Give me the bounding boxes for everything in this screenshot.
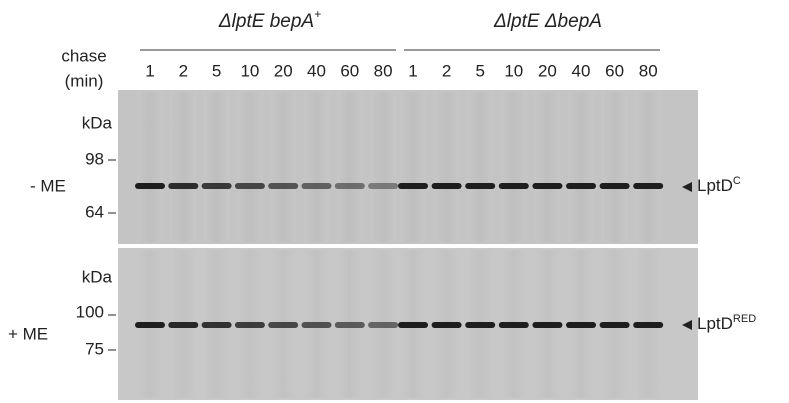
band-label: LptDC [697,175,741,196]
lane-label: 2 [442,61,451,80]
lane-label: 2 [179,61,188,80]
lane-label: 40 [307,61,326,80]
lane-label: 10 [504,61,523,80]
band [268,183,298,189]
chase-label: chase [61,46,106,65]
band [532,322,562,328]
band [600,183,630,189]
band [135,322,165,328]
band [368,322,398,328]
lane-streak [137,92,163,242]
band [432,183,462,189]
lane-label: 60 [340,61,359,80]
lane-label: 10 [240,61,259,80]
condition: - ME [30,176,66,195]
lane-streak [370,92,396,242]
lane-label: 80 [639,61,658,80]
band [600,322,630,328]
band [633,183,663,189]
lane-label: 5 [212,61,221,80]
marker: 98 [85,149,104,168]
band [335,183,365,189]
band [432,322,462,328]
lane-label: 60 [605,61,624,80]
band [268,322,298,328]
band [499,322,529,328]
band [465,183,495,189]
band-label: LptDRED [697,313,756,334]
lane-label: 1 [145,61,154,80]
lane-streak [170,92,196,242]
lane-streak [237,92,263,242]
band [398,183,428,189]
band [302,322,332,328]
lane-streak [400,92,426,242]
band [368,183,398,189]
condition: + ME [8,324,48,343]
band [499,183,529,189]
lane-label: 40 [572,61,591,80]
band [335,322,365,328]
band [135,183,165,189]
lane-label: 20 [274,61,293,80]
band [202,183,232,189]
marker: 75 [85,339,104,358]
band [566,183,596,189]
unit: kDa [82,267,113,286]
chase-unit: (min) [65,71,104,90]
lane-streak [337,92,363,242]
band [168,322,198,328]
lane-label: 80 [374,61,393,80]
unit: kDa [82,113,113,132]
band [633,322,663,328]
band [566,322,596,328]
lane-label: 1 [408,61,417,80]
band [202,322,232,328]
lane-streak [534,92,560,242]
lane-label: 5 [475,61,484,80]
lane-streak [602,92,628,242]
group-title: ΔlptE bepA+ [218,7,321,32]
lane-streak [568,92,594,242]
lane-streak [501,92,527,242]
gel-figure: ΔlptE bepA+ ΔlptE ΔbepA chase (min) - ME… [0,0,789,403]
lane-streak [467,92,493,242]
group-title: ΔlptE ΔbepA [493,11,602,32]
band [235,183,265,189]
band [168,183,198,189]
lane-streak [635,92,661,242]
lane-streak [270,92,296,242]
marker: 64 [85,202,104,221]
lane-streak [434,92,460,242]
lane-streak [204,92,230,242]
band [532,183,562,189]
band [302,183,332,189]
marker: 100 [76,302,104,321]
band [235,322,265,328]
band [398,322,428,328]
lane-streak [304,92,330,242]
lane-label: 20 [538,61,557,80]
band [465,322,495,328]
